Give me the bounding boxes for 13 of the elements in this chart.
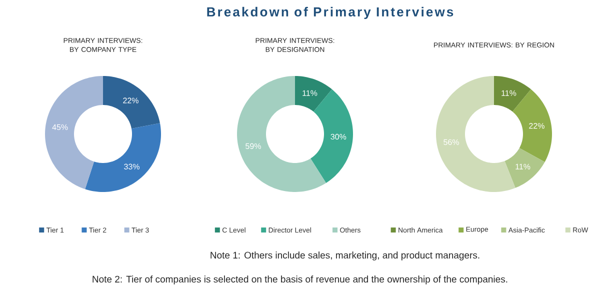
- data-label: 59%: [246, 143, 261, 150]
- data-label: 30%: [330, 134, 346, 140]
- data-label: 11%: [302, 90, 318, 96]
- data-label: 45%: [52, 124, 68, 130]
- data-label: 33%: [124, 164, 140, 170]
- data-label: 11%: [516, 164, 530, 170]
- data-label: 11%: [502, 90, 516, 96]
- data-label: 22%: [123, 98, 138, 104]
- data-label: 22%: [529, 123, 544, 129]
- text: Note 2: Tier of companies is selected on the basis of revenue and the ownership of the companies.: [92, 276, 508, 285]
- text: Note 1: Others include sales, marketing, and product managers.: [210, 252, 480, 261]
- text: Breakdown of Primary Interviews: [207, 7, 454, 20]
- data-label: 56%: [444, 139, 459, 146]
